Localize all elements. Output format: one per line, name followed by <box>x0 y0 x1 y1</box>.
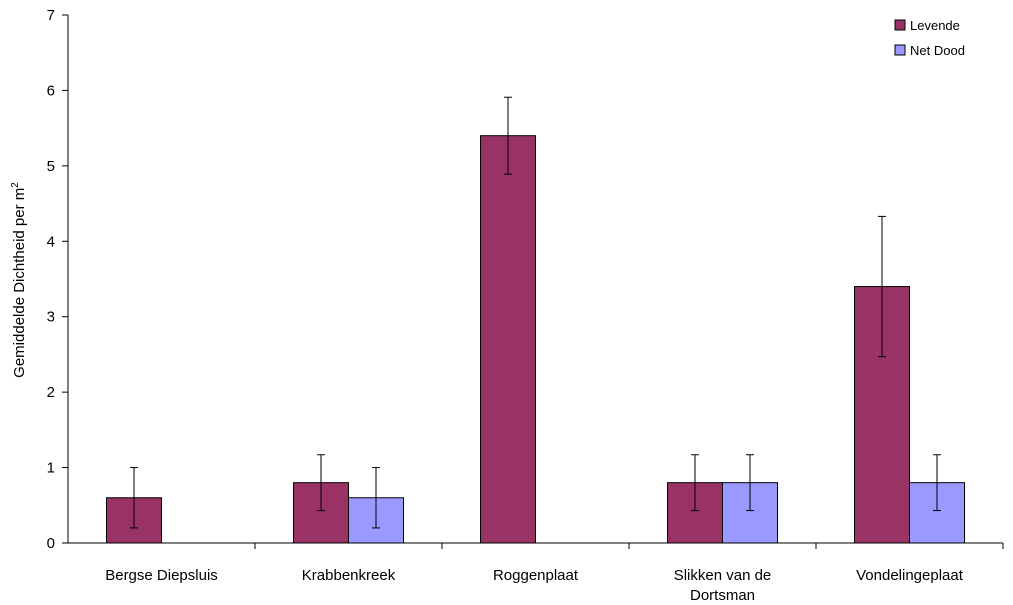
y-tick-label: 3 <box>47 309 55 326</box>
x-category-label-line: Roggenplaat <box>493 567 579 584</box>
x-category-label: Bergse Diepsluis <box>105 567 218 584</box>
bar-levende <box>480 135 536 544</box>
y-tick-label: 4 <box>47 233 55 250</box>
y-ticks: 0 1 2 3 4 5 6 7 <box>47 7 68 552</box>
y-tick-label: 2 <box>47 384 55 401</box>
y-axis-title: Gemiddelde Dichtheid per m2 <box>10 182 28 378</box>
y-tick-label: 5 <box>47 158 55 175</box>
x-category-label: Vondelingeplaat <box>856 567 964 584</box>
x-category-label: Roggenplaat <box>493 567 579 584</box>
y-tick-label: 6 <box>47 82 55 99</box>
legend: Levende Net Dood <box>894 18 965 58</box>
svg-text:Gemiddelde Dichtheid per m2: Gemiddelde Dichtheid per m2 <box>10 182 28 378</box>
legend-label: Net Dood <box>910 43 965 58</box>
legend-swatch <box>894 44 906 56</box>
x-category-label-line: Slikken van de <box>674 567 772 584</box>
error-bars <box>130 96 941 529</box>
x-category-label: Krabbenkreek <box>302 567 396 584</box>
category-labels: Bergse Diepsluis Krabbenkreek Roggenplaat S… <box>105 567 963 604</box>
y-tick-label: 7 <box>47 7 55 24</box>
x-category-label: Slikken van de Dortsman <box>674 567 772 604</box>
legend-label: Levende <box>910 18 960 33</box>
x-category-label-line: Vondelingeplaat <box>856 567 964 584</box>
x-category-label-line: Bergse Diepsluis <box>105 567 218 584</box>
bars <box>106 135 965 544</box>
y-tick-label: 0 <box>47 535 55 552</box>
y-axis-title-superscript: 2 <box>10 182 21 188</box>
x-category-label-line: Dortsman <box>690 587 755 604</box>
x-category-label-line: Krabbenkreek <box>302 567 396 584</box>
y-tick-label: 1 <box>47 460 55 477</box>
y-axis-title-text: Gemiddelde Dichtheid per m <box>11 188 28 378</box>
legend-swatch <box>894 19 906 31</box>
